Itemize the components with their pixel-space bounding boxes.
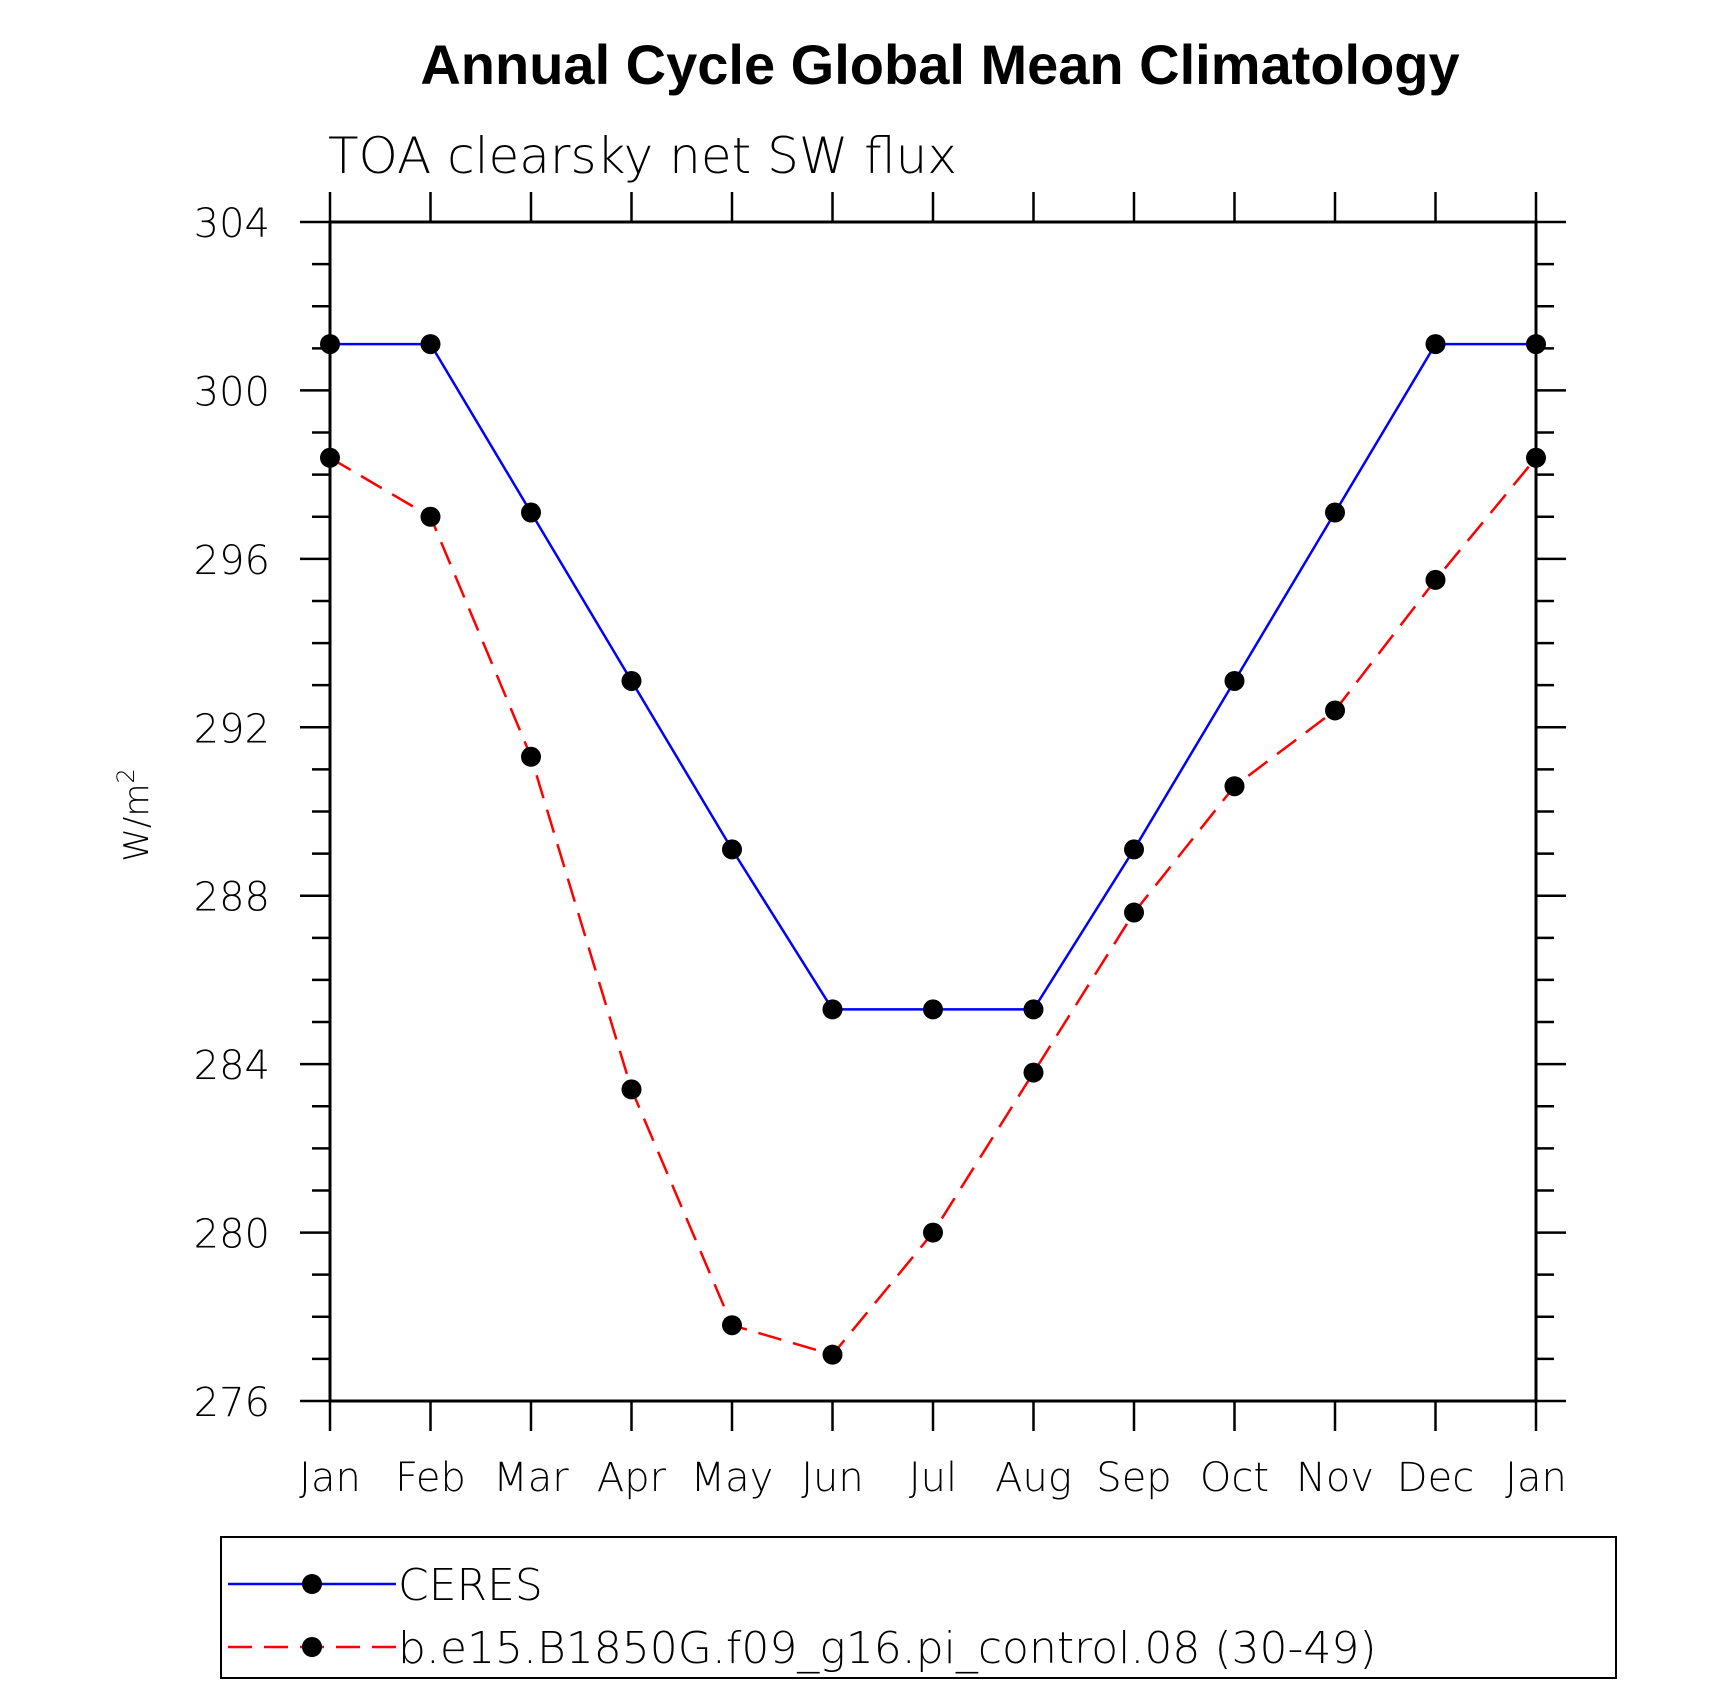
chart-subtitle: TOA clearsky net SW flux [328, 127, 957, 185]
svg-text:W/m2: W/m2 [112, 768, 157, 861]
legend-marker-1 [302, 1574, 322, 1594]
series-1 [320, 334, 1546, 1020]
legend-box [220, 1536, 1617, 1679]
axes: 276 280 284 288 292 296 300 304 Jan Feb Mar Apr May J… [194, 192, 1567, 1501]
y-tick-label: 284 [194, 1043, 270, 1089]
data-point [621, 1079, 642, 1100]
data-point [1023, 1062, 1044, 1083]
y-tick-label: 304 [194, 201, 270, 247]
y-tick-label: 280 [194, 1212, 270, 1258]
data-point [722, 1315, 742, 1336]
x-tick-label: Sep [1096, 1455, 1171, 1501]
data-point [1224, 670, 1245, 691]
data-point [1425, 334, 1446, 355]
data-point [521, 746, 541, 767]
x-tick-label: May [691, 1455, 774, 1501]
series-line [330, 342, 1536, 1011]
x-tick-label: Jan [299, 1455, 361, 1501]
data-point [923, 999, 943, 1020]
data-point [320, 334, 340, 355]
x-tick-label: Jul [909, 1455, 957, 1501]
legend-label-2: b.e15.B1850G.f09_g16.pi_control.08 (30-4… [398, 1623, 1377, 1674]
y-tick-label: 292 [194, 706, 270, 752]
data-point [822, 999, 843, 1020]
data-point [1124, 902, 1144, 923]
y-tick-label: 288 [194, 875, 270, 921]
legend-marker-2 [302, 1637, 322, 1657]
data-point [923, 1222, 943, 1243]
data-point [621, 670, 642, 691]
series-layer [320, 334, 1546, 1365]
legend-label-1: CERES [398, 1560, 543, 1611]
x-tick-label: Jun [801, 1455, 864, 1501]
x-tick-label: Apr [597, 1455, 667, 1501]
data-point [521, 502, 541, 523]
y-tick-label: 276 [194, 1380, 270, 1426]
chart-title: Annual Cycle Global Mean Climatology [420, 33, 1459, 96]
legend: CERES b.e15.B1850G.f09_g16.pi_control.08 … [220, 1536, 1617, 1679]
y-axis-label-superscript: 2 [112, 768, 140, 783]
x-tick-label: Dec [1397, 1455, 1474, 1501]
data-point [1224, 776, 1245, 797]
data-point [1325, 700, 1345, 721]
x-tick-label: Aug [995, 1455, 1072, 1501]
data-point [420, 334, 441, 355]
data-point [1526, 334, 1546, 355]
series-line [329, 456, 1537, 1357]
data-point [822, 1344, 843, 1365]
x-tick-label: Feb [395, 1455, 466, 1501]
x-tick-label: Oct [1200, 1455, 1269, 1501]
y-tick-label: 296 [194, 538, 270, 584]
data-point [1124, 839, 1144, 860]
y-axis-label: W/m2 [112, 768, 157, 861]
x-tick-label: Jan [1505, 1455, 1567, 1501]
x-tick-label: Mar [493, 1455, 569, 1501]
data-point [1425, 569, 1446, 590]
x-tick-label: Nov [1296, 1455, 1374, 1501]
data-point [1526, 447, 1546, 468]
y-tick-label: 300 [194, 369, 270, 415]
data-point [420, 506, 441, 527]
series-2 [320, 447, 1546, 1365]
data-point [1023, 999, 1044, 1020]
data-point [320, 447, 340, 468]
y-axis-label-text: W/m [117, 784, 157, 862]
data-point [1325, 502, 1345, 523]
data-point [722, 839, 742, 860]
